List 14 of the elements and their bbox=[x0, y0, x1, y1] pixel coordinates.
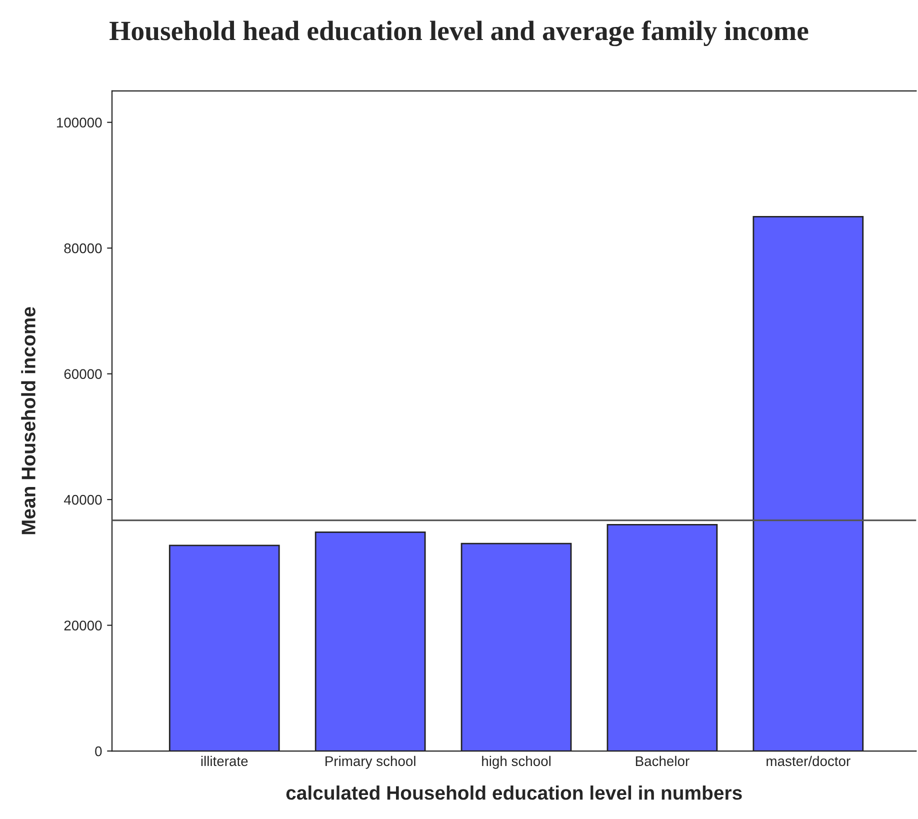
x-axis-title: calculated Household education level in numbers bbox=[286, 786, 742, 800]
chart-title: Household head education level and average family income bbox=[110, 20, 808, 46]
y-axis-title: Mean Household income bbox=[21, 307, 36, 534]
x-tick-label: illiterate bbox=[201, 756, 248, 766]
y-tick-label: 80000 bbox=[64, 243, 102, 254]
x-tick-label: Primary school bbox=[326, 756, 416, 769]
y-tick-label: 20000 bbox=[64, 620, 102, 630]
y-tick-label: 60000 bbox=[64, 369, 102, 379]
x-tick-label: master/doctor bbox=[766, 756, 850, 766]
y-tick-label: 0 bbox=[95, 746, 102, 756]
y-tick-label: 40000 bbox=[64, 494, 102, 505]
x-tick-label: high school bbox=[482, 756, 550, 769]
x-tick-label: Bachelor bbox=[636, 756, 690, 766]
y-tick-label: 100000 bbox=[56, 118, 102, 128]
